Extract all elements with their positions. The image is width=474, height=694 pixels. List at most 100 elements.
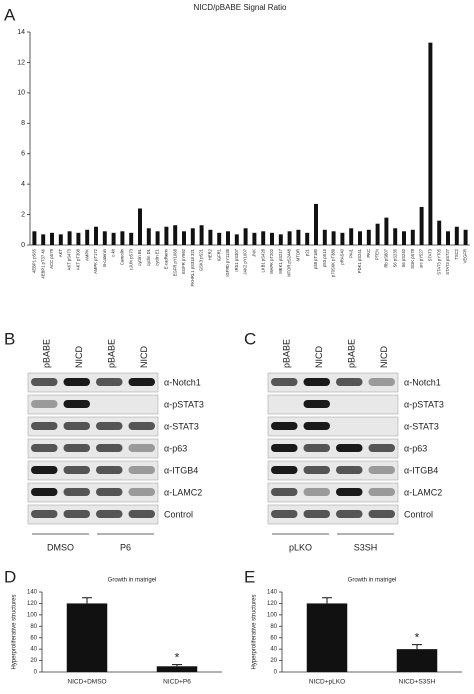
lane-label: pBABE (282, 339, 292, 368)
band (63, 466, 90, 474)
panel-label: E (244, 567, 255, 586)
band (31, 422, 58, 430)
x-tick-label: p21 (304, 248, 309, 256)
x-tick-label: TSC2 (454, 248, 459, 259)
blot-strip (267, 504, 399, 525)
band (271, 378, 298, 386)
y-tick-label: 140 (27, 590, 38, 596)
x-tick-label: E-cadherin (164, 248, 169, 269)
bar (396, 649, 438, 672)
y-tick-label: 120 (267, 601, 278, 607)
bar (261, 231, 266, 245)
x-tick-label: AKT pS473 (67, 248, 72, 270)
lane-label: pBABE (107, 339, 117, 368)
band (31, 400, 58, 408)
x-tick-label: GSK3 pS21 (199, 248, 204, 271)
blot-strip (27, 372, 159, 393)
blot-strip (27, 504, 159, 525)
blot-strip (27, 416, 159, 437)
bar (50, 232, 54, 245)
row-label: α-STAT3 (404, 421, 439, 431)
bar (76, 232, 81, 245)
y-tick-label: 6 (21, 151, 25, 158)
bar (67, 231, 72, 245)
error-bar (322, 597, 332, 604)
band (303, 510, 330, 518)
group-label: S3SH (354, 542, 378, 552)
x-tick-label: cJUN pS73 (128, 248, 133, 270)
lane-label: NICD (314, 346, 324, 368)
blot-strip (267, 482, 399, 503)
x-tick-label: EGFR pY992 (181, 248, 186, 274)
annotation: * (415, 631, 420, 645)
band (96, 510, 123, 518)
band (336, 488, 363, 496)
row-label: α-LAMC2 (164, 487, 202, 497)
bar (410, 229, 415, 245)
y-tick-label: 0 (21, 242, 25, 249)
bar (428, 42, 433, 246)
row-label: α-ITGB4 (164, 465, 198, 475)
blot-strip (267, 438, 399, 459)
x-tick-label: AMPK (84, 249, 89, 261)
x-tick-label: NICD+DMSO (67, 679, 106, 686)
group-label: DMSO (47, 542, 74, 552)
panel-label: B (4, 329, 15, 348)
bar (41, 234, 46, 245)
band (303, 444, 330, 452)
x-tick-label: SGK pS78 (410, 248, 415, 268)
bar (58, 234, 63, 245)
row-label: α-ITGB4 (404, 465, 438, 475)
x-tick-label: VEGFR (463, 249, 468, 263)
x-tick-label: p38 pT180 (313, 248, 318, 269)
y-tick-label: 8 (21, 120, 25, 127)
group-label: P6 (120, 542, 131, 552)
lane-label: pBABE (347, 339, 357, 368)
bar (349, 228, 354, 245)
x-tick-label: AKT pT308 (76, 248, 81, 270)
blot-strip (267, 416, 399, 437)
x-tick-label: p53 pS15 (322, 248, 327, 267)
x-tick-label: STAT3 pY705 (436, 248, 441, 274)
band (303, 466, 330, 474)
bar (120, 231, 125, 245)
x-tick-label: PDK1 pS241 (357, 248, 362, 273)
row-label: α-pSTAT3 (164, 399, 204, 409)
band (368, 488, 395, 496)
x-tick-label: S6 pS235 (392, 248, 397, 267)
x-tick-label: B-catenin (102, 248, 107, 266)
bar (226, 231, 230, 245)
blot-strip (267, 460, 399, 481)
band (303, 422, 330, 430)
x-tick-label: JAK2 pY1007 (243, 248, 248, 274)
bar (446, 231, 450, 245)
bar (287, 231, 292, 245)
x-tick-label: 4EBP1 pS65 (32, 248, 37, 273)
x-tick-label: JNK (252, 249, 257, 257)
x-tick-label: pRAS40 (340, 248, 345, 264)
bar (314, 203, 318, 245)
x-tick-label: STAT3 pS727 (445, 248, 450, 274)
band (303, 488, 330, 496)
x-tick-label: MTOR pS2448 (287, 248, 292, 277)
panel-label: C (244, 329, 256, 348)
x-tick-label: EGFR pY1068 (172, 248, 177, 276)
bar (454, 226, 459, 245)
y-tick-label: 60 (270, 635, 277, 641)
x-tick-label: NICD+S3SH (399, 679, 436, 686)
bar (66, 603, 108, 672)
x-tick-label: FKHRL1 pS318 321 (190, 248, 195, 286)
bar (173, 225, 178, 245)
row-label: Control (404, 509, 433, 519)
panel-label: D (4, 567, 16, 586)
band (63, 422, 90, 430)
y-tick-label: 40 (30, 647, 37, 653)
group-label: pLKO (289, 542, 312, 552)
y-tick-label: 14 (17, 29, 25, 36)
y-tick-label: 60 (30, 635, 37, 641)
bar (306, 603, 348, 672)
x-tick-label: MTOR (296, 249, 301, 261)
x-tick-label: cyclin E1 (155, 248, 160, 265)
blot-strip (267, 394, 399, 415)
